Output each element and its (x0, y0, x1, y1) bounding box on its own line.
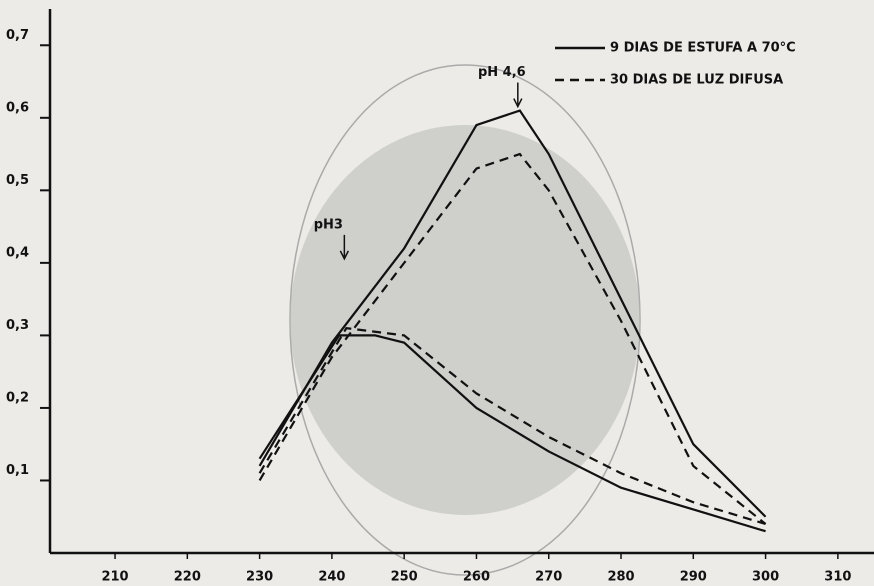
y-tick-label: 0,4 (6, 245, 29, 260)
line (258, 334, 766, 533)
annotation: pH 4,6 (478, 65, 526, 80)
x-tick-label: 310 (824, 570, 851, 585)
y-tick-label: 0,6 (6, 100, 29, 115)
y-tick-label: 0,1 (6, 463, 29, 478)
x-tick-label: 280 (607, 570, 634, 585)
x-tick-label: 250 (391, 570, 418, 585)
legend-label: 30 DIAS DE LUZ DIFUSA (610, 73, 783, 88)
line (258, 152, 767, 525)
y-tick-label: 0,2 (6, 390, 29, 405)
x-tick-label: 260 (463, 570, 490, 585)
arrow-head (513, 98, 523, 109)
x-tick-label: 220 (174, 570, 201, 585)
x-tick-label: 270 (535, 570, 562, 585)
x-tick-label: 230 (246, 570, 273, 585)
x-tick-label: 240 (318, 570, 345, 585)
watermark (290, 125, 640, 515)
x-tick-label: 300 (752, 570, 779, 585)
x-tick-label: 210 (101, 570, 128, 585)
annotation: pH3 (314, 217, 343, 232)
y-tick-label: 0,7 (6, 28, 29, 43)
y-tick-label: 0,3 (6, 318, 29, 333)
arrow-head (339, 250, 350, 261)
line (258, 326, 766, 526)
legend-label: 9 DIAS DE ESTUFA A 70°C (610, 41, 796, 56)
line (258, 109, 767, 518)
y-tick-label: 0,5 (6, 173, 29, 188)
x-tick-label: 290 (680, 570, 707, 585)
